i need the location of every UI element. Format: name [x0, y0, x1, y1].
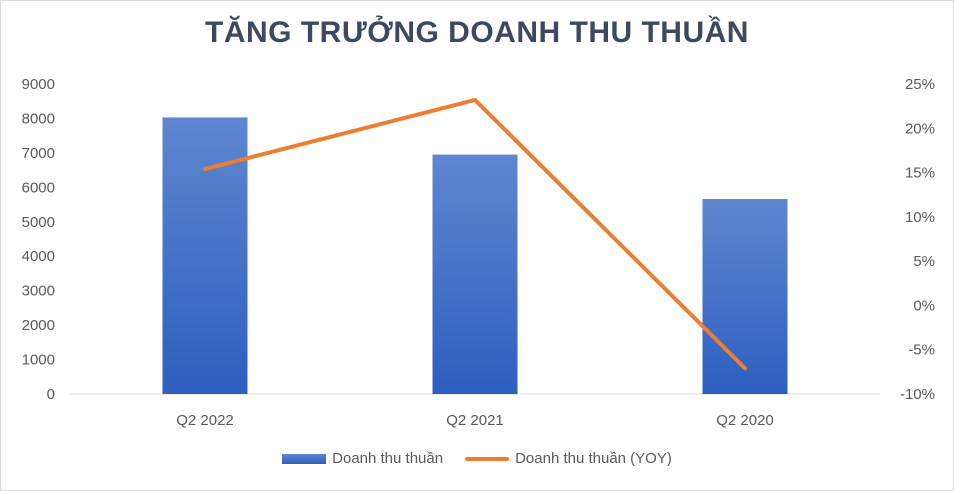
left-axis: 0 1000 2000 3000 4000 5000 6000 7000 8000 9000 — [22, 76, 55, 403]
bar — [432, 154, 518, 394]
bar — [162, 117, 248, 395]
chart-title: TĂNG TRƯỞNG DOANH THU THUẦN — [205, 16, 749, 49]
bar-series — [162, 117, 788, 395]
legend-swatch-bar — [282, 453, 327, 464]
legend: Doanh thu thuần Doanh thu thuần (YOY) — [0, 450, 954, 467]
right-axis: -10% -5% 0% 5% 10% 15% 20% 25% — [900, 76, 935, 403]
left-tick-label: 8000 — [22, 110, 55, 127]
x-axis: Q2 2022 Q2 2021 Q2 2020 — [176, 412, 774, 429]
legend-item-line: Doanh thu thuần (YOY) — [465, 450, 672, 467]
line-series — [203, 97, 747, 371]
right-tick-label: -5% — [908, 342, 935, 359]
legend-label-bar: Doanh thu thuần — [332, 450, 444, 467]
left-tick-label: 2000 — [22, 317, 55, 334]
right-tick-label: 5% — [913, 253, 935, 270]
right-tick-label: -10% — [900, 386, 935, 403]
yoy-point — [203, 167, 207, 171]
right-tick-label: 0% — [913, 297, 935, 314]
left-tick-label: 5000 — [22, 214, 55, 231]
legend-item-bar: Doanh thu thuần — [282, 450, 443, 467]
right-tick-label: 20% — [905, 120, 935, 137]
x-tick-label: Q2 2020 — [716, 412, 774, 429]
yoy-point — [743, 366, 747, 370]
left-tick-label: 0 — [47, 386, 55, 403]
legend-label-line: Doanh thu thuần (YOY) — [515, 450, 672, 467]
left-tick-label: 4000 — [22, 248, 55, 265]
bar — [702, 199, 788, 394]
right-tick-label: 10% — [905, 209, 935, 226]
left-tick-label: 7000 — [22, 145, 55, 162]
legend-swatch-line — [465, 456, 510, 461]
left-tick-label: 1000 — [22, 352, 55, 369]
left-tick-label: 6000 — [22, 179, 55, 196]
left-tick-label: 9000 — [22, 76, 55, 93]
yoy-point — [473, 98, 477, 102]
right-tick-label: 15% — [905, 165, 935, 182]
right-tick-label: 25% — [905, 76, 935, 93]
x-tick-label: Q2 2022 — [176, 412, 234, 429]
left-tick-label: 3000 — [22, 283, 55, 300]
x-tick-label: Q2 2021 — [446, 412, 504, 429]
